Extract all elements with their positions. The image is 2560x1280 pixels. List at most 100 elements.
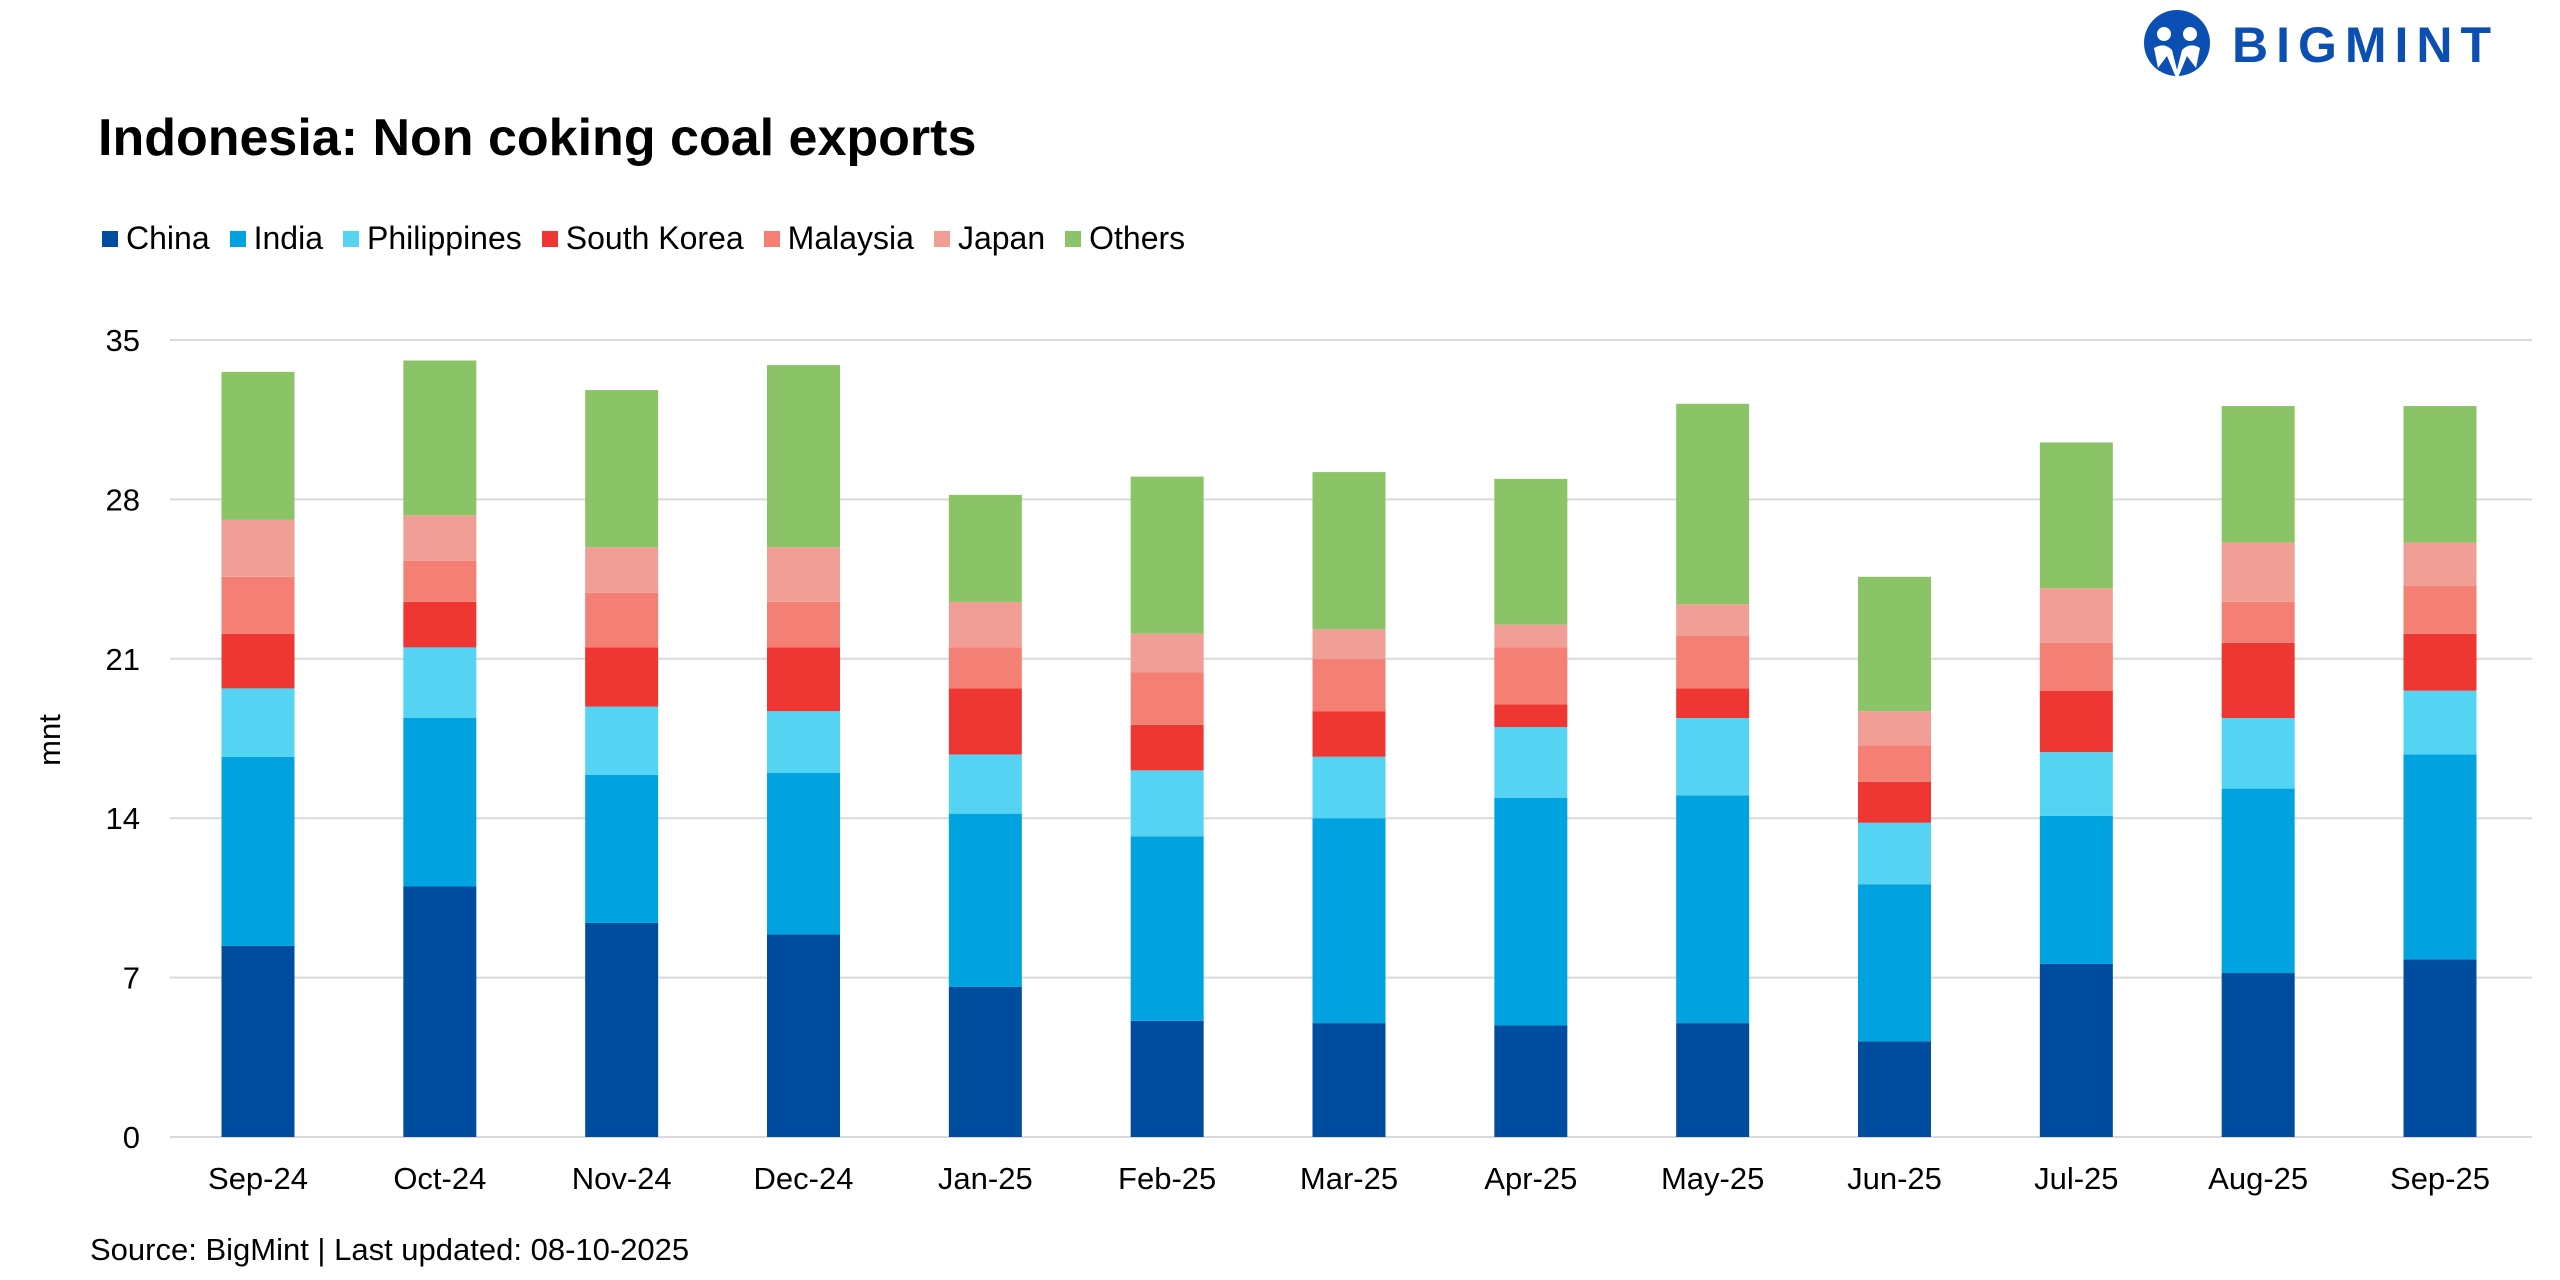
legend-label: India (253, 220, 323, 256)
bar-segment-malaysia (948, 647, 1022, 689)
legend-item-malaysia: Malaysia (763, 220, 914, 257)
x-tick-label: Oct-24 (393, 1161, 486, 1196)
bigmint-logo: BIGMINT (2140, 8, 2499, 82)
bar-segment-india (2221, 788, 2295, 974)
x-tick-label: Nov-24 (572, 1161, 672, 1196)
bar-segment-philippines (221, 688, 295, 757)
bar-segment-south-korea (2403, 633, 2477, 691)
x-tick-label: Jul-25 (2034, 1161, 2118, 1196)
bar-segment-others (585, 390, 659, 548)
bar-segment-india (2039, 815, 2113, 964)
chart-title: Indonesia: Non coking coal exports (98, 109, 977, 167)
bar-segment-china (1312, 1023, 1386, 1137)
x-tick-label: Aug-25 (2208, 1161, 2308, 1196)
bar-segment-others (1130, 476, 1204, 634)
legend-label: Philippines (367, 220, 522, 256)
bar-segment-japan (1494, 624, 1568, 648)
bar-segment-others (221, 371, 295, 520)
bar-segment-china (1676, 1023, 1750, 1137)
legend-label: Others (1089, 220, 1186, 256)
bar-segment-others (1676, 403, 1750, 605)
legend-label: Japan (957, 220, 1046, 256)
bar-segment-india (948, 813, 1022, 987)
bar-segment-malaysia (767, 601, 840, 648)
legend-label: Malaysia (787, 220, 914, 256)
legend-swatch (102, 230, 118, 247)
bar-segment-philippines (1676, 718, 1750, 796)
bar-segment-malaysia (585, 592, 659, 648)
bar-segment-india (1494, 797, 1568, 1026)
legend: China India Philippines South Korea Malaysia… (102, 220, 1185, 257)
bar-segment-japan (1312, 629, 1386, 659)
bar-segment-philippines (2039, 752, 2113, 816)
bar-segment-malaysia (1130, 672, 1204, 725)
bar-segment-china (585, 922, 659, 1137)
bar-segment-south-korea (767, 647, 840, 712)
legend-item-india: India (229, 220, 323, 257)
legend-swatch (541, 230, 558, 247)
bar-segment-japan (221, 519, 295, 577)
bar-segment-china (403, 886, 477, 1137)
legend-label: South Korea (565, 220, 744, 256)
bar-segment-others (1312, 472, 1386, 630)
y-tick-label: 14 (106, 801, 140, 836)
bar-segment-japan (403, 515, 477, 561)
bar-segment-south-korea (1130, 724, 1204, 771)
bar-segment-japan (1676, 604, 1750, 637)
bar-segment-malaysia (1858, 745, 1931, 782)
bar-segment-japan (948, 601, 1022, 648)
x-tick-label: May-25 (1661, 1161, 1764, 1196)
bar-segment-others (403, 360, 477, 516)
legend-item-japan: Japan (933, 220, 1046, 257)
bar-segment-india (1312, 818, 1386, 1024)
bar-segment-philippines (767, 711, 840, 773)
y-tick-label: 7 (123, 961, 140, 996)
legend-swatch (1065, 230, 1082, 247)
bar-segment-malaysia (2039, 642, 2113, 691)
bar-segment-philippines (948, 754, 1022, 814)
bar-segment-china (2039, 963, 2113, 1137)
logo-text: BIGMINT (2232, 17, 2500, 73)
legend-item-others: Others (1065, 220, 1185, 257)
bar-segment-india (1130, 836, 1204, 1021)
legend-label: China (126, 220, 210, 256)
y-axis-label: mnt (32, 714, 67, 766)
bar-segment-japan (2039, 588, 2113, 643)
bar-segment-south-korea (1676, 688, 1750, 719)
legend-swatch (343, 230, 359, 247)
x-tick-label: Sep-24 (208, 1161, 308, 1196)
legend-swatch (763, 230, 780, 247)
bar-segment-china (767, 934, 840, 1137)
bar-segment-others (2221, 406, 2295, 543)
bar-segment-malaysia (221, 576, 295, 634)
bar-segment-others (948, 494, 1022, 602)
bar-segment-south-korea (2039, 690, 2113, 753)
bar-segment-china (1494, 1025, 1568, 1137)
legend-swatch (933, 230, 950, 247)
bar-segment-japan (2221, 542, 2295, 602)
y-tick-label: 35 (106, 323, 140, 358)
bar-segment-south-korea (1858, 781, 1931, 823)
legend-item-philippines: Philippines (343, 220, 522, 257)
bar-segment-others (1858, 576, 1931, 712)
bar-segment-south-korea (2221, 642, 2295, 719)
bar-segment-south-korea (585, 647, 659, 707)
bar-segment-japan (1130, 633, 1204, 673)
bar-segment-china (221, 945, 295, 1137)
bar-segment-japan (2403, 542, 2477, 586)
bar-segment-others (2403, 406, 2477, 543)
bar-segment-others (1494, 478, 1568, 625)
legend-swatch (229, 230, 246, 247)
bar-segment-philippines (2221, 718, 2295, 789)
bigmint-logo-icon (2144, 10, 2210, 80)
source-note: Source: BigMint | Last updated: 08-10-20… (90, 1232, 690, 1267)
bar-segment-south-korea (948, 688, 1022, 755)
bar-segment-china (948, 986, 1022, 1137)
bar-segment-south-korea (1494, 704, 1568, 728)
bar-segment-india (585, 774, 659, 923)
bar-segment-malaysia (2221, 601, 2295, 643)
bar-segment-philippines (1494, 727, 1568, 798)
legend-item-china: China (102, 220, 210, 257)
x-tick-label: Jun-25 (1847, 1161, 1942, 1196)
